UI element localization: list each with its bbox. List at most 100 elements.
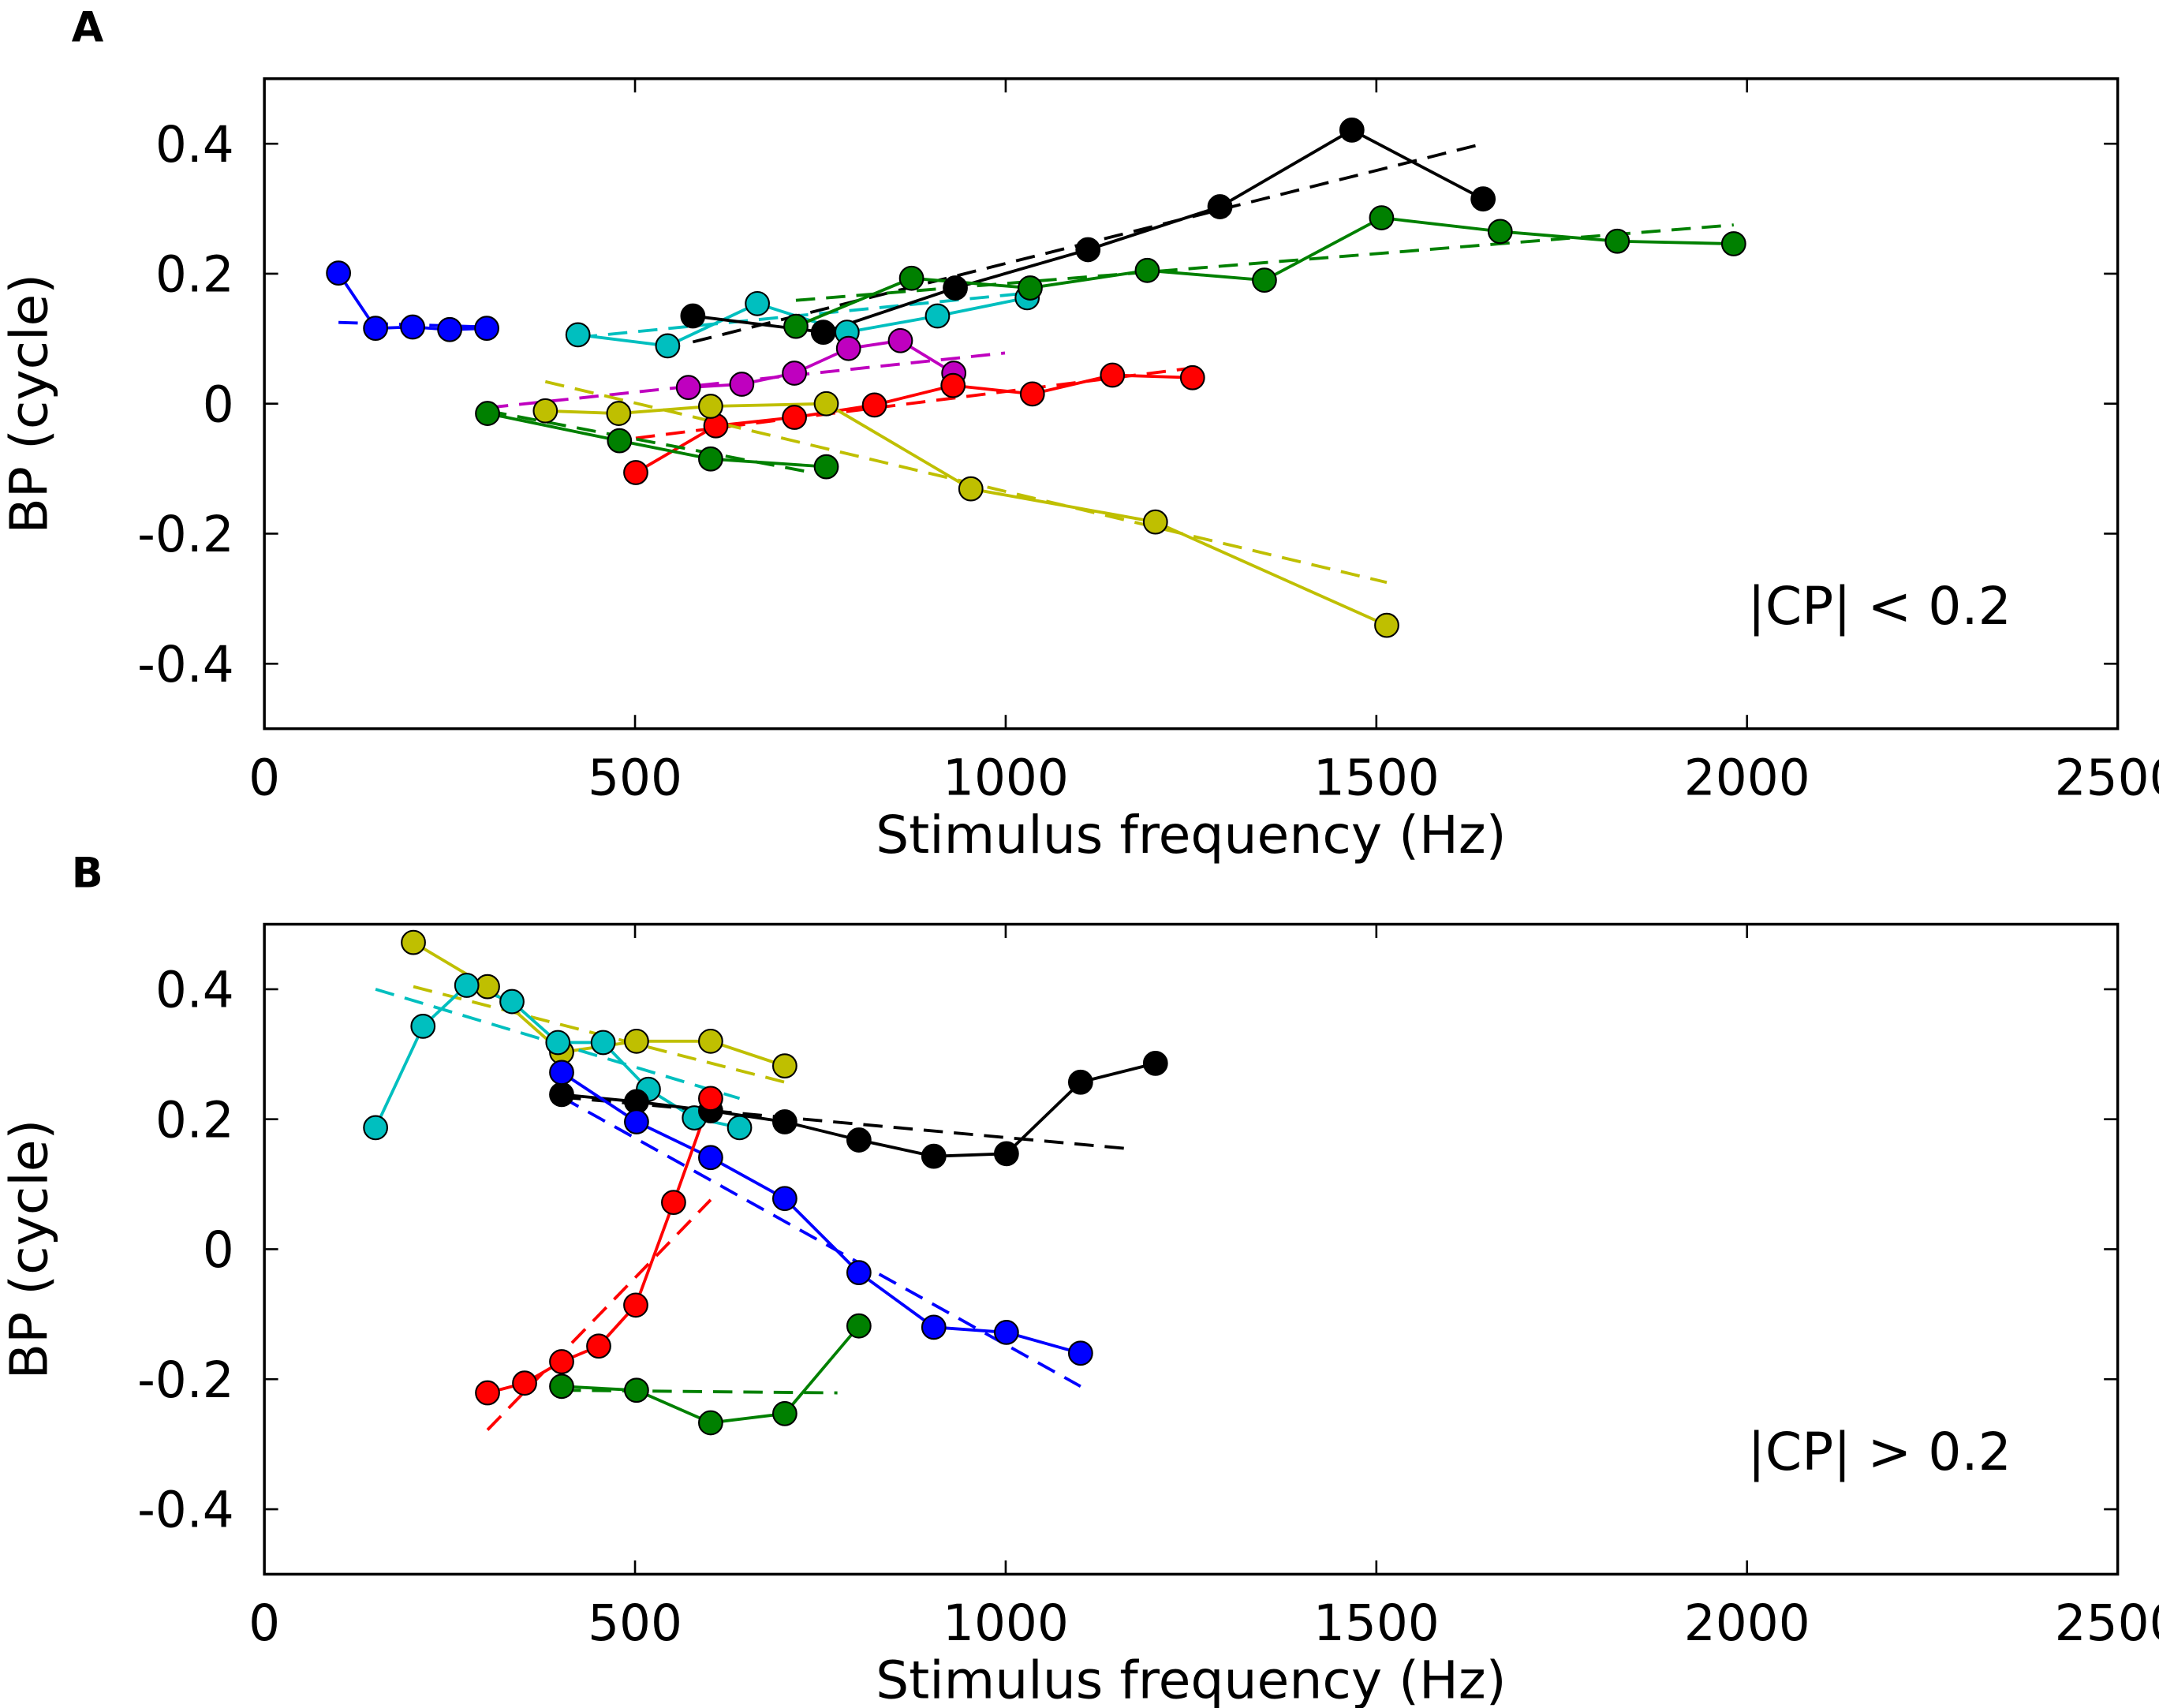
- data-point: [1134, 257, 1160, 283]
- data-point: [729, 372, 755, 397]
- data-point: [1470, 186, 1496, 212]
- data-point: [771, 1053, 797, 1079]
- annotation: |CP| > 0.2: [1748, 1421, 2011, 1482]
- data-point: [943, 275, 968, 301]
- data-point: [745, 290, 770, 316]
- data-point: [1720, 231, 1746, 256]
- data-point: [846, 1260, 872, 1286]
- data-point: [1339, 117, 1365, 143]
- plot-frame: [263, 77, 2120, 731]
- y-tick-label: 0.4: [155, 962, 234, 1019]
- data-point: [475, 974, 500, 1000]
- panel: B 0 500 1000 1500 2000 2500 -0.4 -0.2 0 0.2 0.4 Stim…: [0, 849, 2159, 1708]
- data-point: [813, 391, 839, 417]
- data-point: [410, 1013, 436, 1039]
- panel: A 0 500 1000 1500 2000 2500 -0.4 -0.2 0 0.2 0.4 Stim…: [0, 4, 2159, 865]
- data-point: [898, 265, 924, 291]
- y-axis-label: BP (cycle): [0, 274, 59, 534]
- fit-line: [561, 1388, 838, 1395]
- data-point: [586, 1333, 611, 1359]
- data-point: [661, 1190, 686, 1216]
- data-point: [940, 372, 966, 398]
- data-point: [1142, 509, 1168, 535]
- data-point: [549, 1349, 574, 1374]
- x-axis-label: Stimulus frequency (Hz): [876, 804, 1507, 865]
- data-point: [1019, 381, 1045, 407]
- y-tick-label: 0.2: [155, 246, 234, 304]
- fit-line: [561, 1095, 1134, 1151]
- data-point: [698, 1410, 723, 1436]
- data-point: [1067, 1069, 1093, 1095]
- data-point: [887, 327, 913, 353]
- y-tick-label: -0.4: [137, 636, 234, 693]
- data-point: [835, 335, 861, 361]
- data-point: [549, 1060, 574, 1086]
- data-point: [698, 1086, 723, 1112]
- data-point: [363, 316, 388, 342]
- data-point: [813, 454, 839, 480]
- data-point: [623, 460, 648, 485]
- panel-label: A: [72, 4, 104, 52]
- data-point: [810, 320, 836, 345]
- data-point: [698, 446, 723, 472]
- x-tick-label: 500: [588, 1594, 682, 1652]
- data-point: [549, 1374, 574, 1400]
- data-point: [727, 1115, 753, 1141]
- data-point: [623, 1292, 648, 1318]
- y-tick-label: -0.2: [137, 506, 234, 563]
- data-point: [680, 303, 706, 329]
- data-point: [512, 1370, 537, 1396]
- data-point: [698, 1028, 723, 1054]
- data-point: [401, 929, 426, 955]
- data-point: [1374, 612, 1399, 638]
- data-point: [771, 1109, 797, 1134]
- data-point: [474, 316, 499, 342]
- data-point: [771, 1186, 797, 1212]
- x-tick-label: 500: [588, 749, 682, 806]
- y-tick-label: 0.4: [155, 116, 234, 174]
- y-axis-label: BP (cycle): [0, 1119, 59, 1380]
- data-point: [624, 1028, 649, 1054]
- data-point: [993, 1320, 1019, 1345]
- y-tick-label: 0.2: [155, 1091, 234, 1149]
- data-point: [532, 398, 558, 424]
- data-point: [326, 260, 352, 286]
- data-point: [545, 1030, 571, 1056]
- data-point: [565, 322, 591, 348]
- data-point: [1252, 267, 1277, 293]
- y-tick-label: -0.2: [137, 1351, 234, 1409]
- y-tick-label: 0: [203, 1221, 234, 1279]
- annotation: |CP| < 0.2: [1748, 575, 2011, 637]
- data-point: [1604, 228, 1630, 254]
- plot-frame: [263, 922, 2120, 1576]
- data-point: [782, 405, 807, 430]
- data-point: [698, 1145, 723, 1171]
- data-point: [454, 973, 480, 998]
- data-point: [958, 476, 984, 502]
- data-point: [363, 1115, 388, 1141]
- x-axis-label: Stimulus frequency (Hz): [876, 1650, 1507, 1708]
- x-tick-label: 2500: [2055, 749, 2159, 806]
- x-tick-label: 1500: [1313, 1594, 1440, 1652]
- data-point: [924, 303, 951, 329]
- x-tick-label: 2000: [1684, 1594, 1810, 1652]
- fit-line: [561, 1096, 1081, 1388]
- data-point: [1487, 219, 1513, 245]
- data-point: [846, 1127, 872, 1153]
- x-tick-label: 1500: [1313, 749, 1440, 806]
- data-line: [545, 402, 1388, 627]
- data-point: [400, 314, 425, 340]
- fit-line: [486, 1198, 712, 1431]
- data-point: [846, 1313, 872, 1339]
- data-point: [475, 1380, 500, 1406]
- data-point: [1142, 1050, 1168, 1076]
- fit-line: [487, 409, 813, 474]
- data-point: [771, 1401, 797, 1426]
- x-tick-label: 2500: [2055, 1594, 2159, 1652]
- data-point: [475, 401, 500, 426]
- data-point: [655, 333, 681, 359]
- y-tick-label: 0: [203, 376, 234, 433]
- data-point: [861, 392, 887, 418]
- data-point: [1207, 194, 1233, 219]
